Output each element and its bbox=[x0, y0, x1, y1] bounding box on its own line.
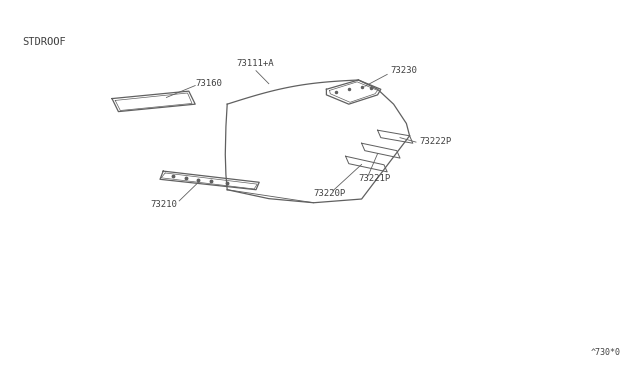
Text: 73111+A: 73111+A bbox=[237, 59, 275, 68]
Text: STDROOF: STDROOF bbox=[22, 37, 66, 47]
Text: 73221P: 73221P bbox=[358, 174, 390, 183]
Text: 73210: 73210 bbox=[150, 200, 177, 209]
Text: 73220P: 73220P bbox=[314, 189, 346, 198]
Text: 73160: 73160 bbox=[195, 79, 222, 88]
Text: 73222P: 73222P bbox=[419, 137, 451, 146]
Text: 73230: 73230 bbox=[390, 66, 417, 75]
Text: ^730*0: ^730*0 bbox=[591, 348, 621, 357]
